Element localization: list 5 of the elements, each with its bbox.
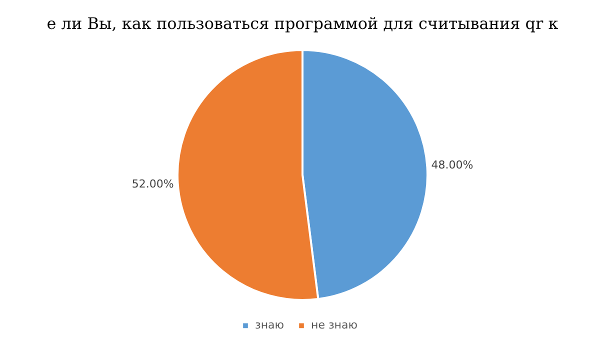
- data-label: 52.00%: [132, 177, 174, 190]
- chart-title: е ли Вы, как пользоваться программой для считывания qr к: [46, 14, 558, 33]
- legend-label: знаю: [255, 318, 284, 332]
- data-label: 48.00%: [431, 158, 474, 172]
- legend-label: не знаю: [311, 318, 358, 332]
